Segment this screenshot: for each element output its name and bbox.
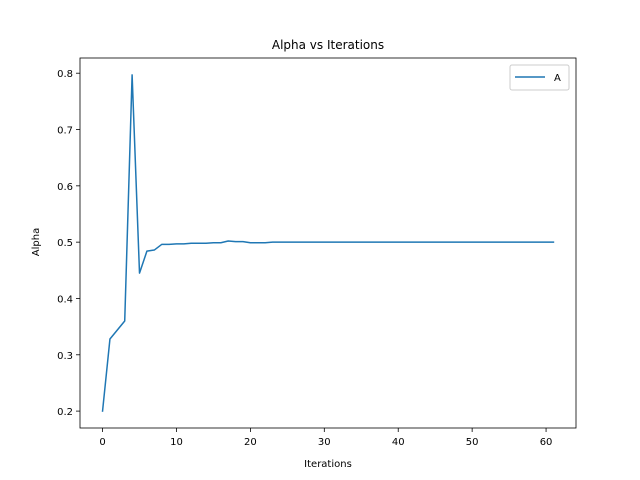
y-axis: 0.2 0.3 0.4 0.5 0.6 0.7 0.8 bbox=[57, 69, 80, 418]
x-axis-label: Iterations bbox=[304, 459, 352, 470]
y-tick-label: 0.4 bbox=[57, 294, 73, 305]
legend-label-series-a: A bbox=[554, 73, 561, 84]
chart-title: Alpha vs Iterations bbox=[272, 38, 384, 52]
x-axis: 0 10 20 30 40 50 60 bbox=[99, 428, 552, 448]
y-tick-label: 0.6 bbox=[57, 182, 73, 193]
plot-area bbox=[101, 74, 555, 412]
x-tick-label: 10 bbox=[170, 437, 183, 448]
y-tick-label: 0.8 bbox=[57, 69, 73, 80]
x-tick-label: 50 bbox=[466, 437, 479, 448]
x-tick-label: 60 bbox=[540, 437, 553, 448]
y-tick-label: 0.3 bbox=[57, 351, 73, 362]
x-tick-label: 30 bbox=[318, 437, 331, 448]
series-line-a bbox=[101, 74, 555, 412]
x-tick-label: 40 bbox=[392, 437, 405, 448]
legend: A bbox=[509, 64, 570, 91]
y-axis-label: Alpha bbox=[31, 228, 42, 256]
y-tick-label: 0.7 bbox=[57, 126, 73, 137]
plot-frame bbox=[79, 57, 577, 429]
x-tick-label: 20 bbox=[244, 437, 257, 448]
x-tick-label: 0 bbox=[99, 437, 105, 448]
y-tick-label: 0.2 bbox=[57, 407, 73, 418]
y-tick-label: 0.5 bbox=[57, 238, 73, 249]
